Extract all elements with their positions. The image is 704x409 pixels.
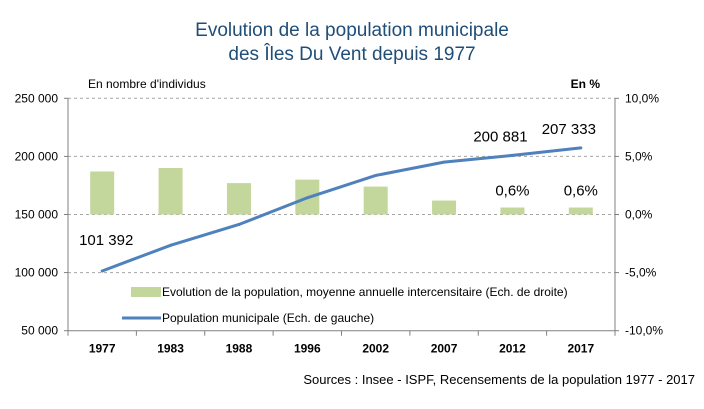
bar-2007 xyxy=(432,200,457,215)
x-tick-label: 2007 xyxy=(431,342,458,356)
line-point-1988 xyxy=(237,222,241,226)
right-tick-label: -10,0% xyxy=(625,324,663,338)
line-point-2012 xyxy=(510,153,514,157)
line-point-2002 xyxy=(374,173,378,177)
legend-line-label: Population municipale (Ech. de gauche) xyxy=(162,311,374,325)
bar-data-label: 0,6% xyxy=(495,183,529,200)
bar-2002 xyxy=(363,186,388,215)
bar-data-label: 0,6% xyxy=(564,183,598,200)
right-tick-label: 10,0% xyxy=(625,91,659,105)
right-tick-label: 0,0% xyxy=(625,208,653,222)
bar-1988 xyxy=(226,183,251,215)
chart-title-line2: des Îles Du Vent depuis 1977 xyxy=(228,43,475,65)
x-tick-label: 1996 xyxy=(294,342,321,356)
line-point-2007 xyxy=(442,160,446,164)
x-tick-label: 1983 xyxy=(157,342,184,356)
legend-bar-swatch xyxy=(131,287,161,297)
left-tick-label: 200 000 xyxy=(15,149,59,163)
bar-1983 xyxy=(158,168,183,215)
legend-bar-label: Evolution de la population, moyenne annu… xyxy=(162,285,568,299)
left-tick-label: 250 000 xyxy=(15,91,59,105)
line-point-1977 xyxy=(100,269,104,273)
left-tick-label: 50 000 xyxy=(21,324,58,338)
x-tick-label: 2017 xyxy=(567,342,594,356)
x-tick-label: 1977 xyxy=(89,342,116,356)
bar-1977 xyxy=(90,171,115,215)
x-tick-label: 2012 xyxy=(499,342,526,356)
left-axis-label: En nombre d'individus xyxy=(88,77,206,91)
line-point-1983 xyxy=(169,243,173,247)
left-tick-label: 100 000 xyxy=(15,266,59,280)
right-tick-label: 5,0% xyxy=(625,149,653,163)
x-tick-label: 1988 xyxy=(226,342,253,356)
line-data-label: 207 333 xyxy=(542,121,596,138)
population-line xyxy=(101,146,581,273)
right-tick-label: -5,0% xyxy=(625,266,657,280)
line-point-2017 xyxy=(579,146,583,150)
left-tick-label: 150 000 xyxy=(15,208,59,222)
line-data-label: 200 881 xyxy=(473,128,527,145)
bar-2012 xyxy=(500,207,525,215)
x-tick-label: 2002 xyxy=(362,342,389,356)
line-point-1996 xyxy=(305,196,309,200)
bar-2017 xyxy=(568,207,593,215)
line-data-label: 101 392 xyxy=(79,232,133,249)
chart-title-line1: Evolution de la population municipale xyxy=(195,20,509,41)
right-axis-label: En % xyxy=(571,77,601,91)
source-note: Sources : Insee - ISPF, Recensements de … xyxy=(303,372,695,387)
